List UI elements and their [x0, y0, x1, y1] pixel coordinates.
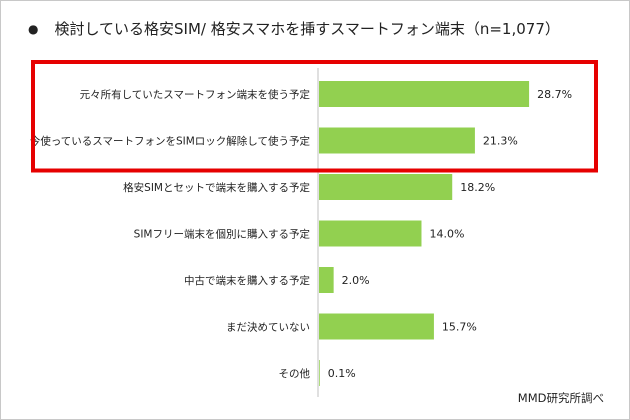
category-label: 今使っているスマートフォンをSIMロック解除して使う予定 — [30, 135, 311, 148]
bar — [319, 81, 530, 107]
bar — [319, 313, 434, 340]
chart-title-row: ● 検討している格安SIM/ 格安スマホを挿すスマートフォン端末（n=1,077） — [28, 18, 560, 39]
chart-title: 検討している格安SIM/ 格安スマホを挿すスマートフォン端末（n=1,077） — [54, 20, 560, 38]
value-label: 18.2% — [460, 181, 495, 194]
value-label: 0.1% — [328, 367, 356, 380]
value-label: 28.7% — [537, 88, 572, 101]
category-label: 格安SIMとセットで端末を購入する予定 — [123, 181, 310, 194]
value-label: 2.0% — [342, 274, 370, 287]
category-label: まだ決めていない — [226, 322, 310, 334]
bar — [319, 360, 320, 386]
value-label: 14.0% — [429, 228, 464, 241]
category-label: SIMフリー端末を個別に購入する予定 — [134, 228, 311, 241]
bar — [319, 267, 334, 293]
bar — [319, 220, 422, 247]
value-label: 21.3% — [483, 135, 518, 148]
value-label: 15.7% — [442, 321, 477, 334]
bar — [319, 174, 453, 200]
highlight-box — [31, 60, 598, 173]
source-note: MMD研究所調べ — [517, 391, 604, 405]
category-label: 中古で端末を購入する予定 — [184, 274, 310, 287]
category-label: その他 — [279, 367, 311, 380]
bullet-icon: ● — [28, 22, 39, 36]
bar — [319, 127, 475, 154]
category-label: 元々所有していたスマートフォン端末を使う予定 — [80, 88, 311, 101]
